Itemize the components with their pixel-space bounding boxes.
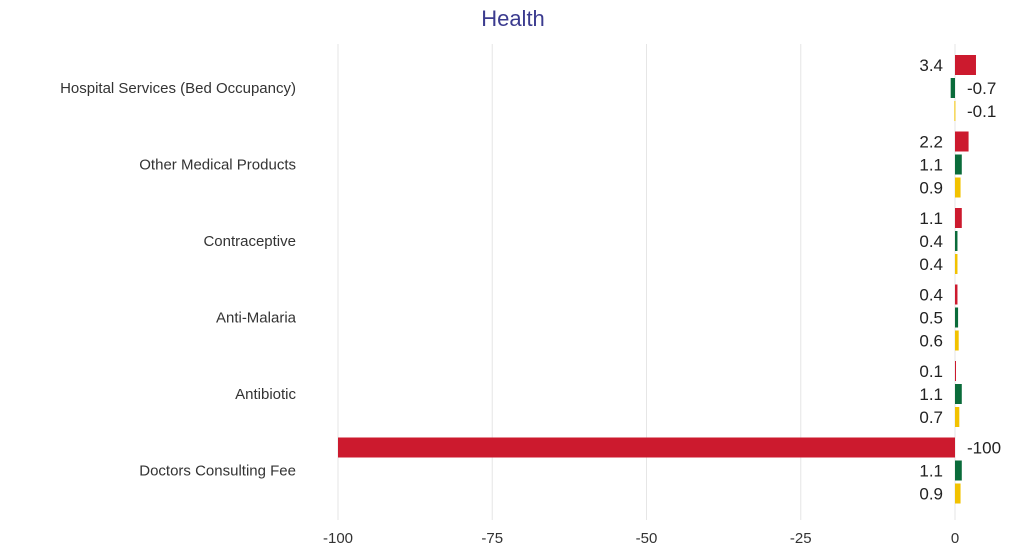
- data-label: -100: [967, 439, 1001, 458]
- data-label: 0.4: [919, 286, 943, 305]
- data-label: 1.1: [919, 156, 943, 175]
- category-label: Other Medical Products: [139, 157, 296, 174]
- x-tick-label: -50: [636, 530, 658, 547]
- bar: [955, 330, 959, 351]
- bar: [955, 384, 962, 404]
- category-label: Doctors Consulting Fee: [139, 463, 296, 480]
- bar: [955, 307, 959, 328]
- data-label: 0.6: [919, 332, 943, 351]
- x-tick-label: -100: [323, 530, 353, 547]
- bar: [955, 177, 961, 198]
- data-label: 0.1: [919, 362, 943, 381]
- data-label: -0.1: [967, 102, 996, 121]
- bar: [955, 460, 962, 481]
- data-label: 1.1: [919, 462, 943, 481]
- data-label: 0.9: [919, 179, 943, 198]
- bar: [955, 483, 961, 504]
- x-tick-label: -25: [790, 530, 812, 547]
- bar: [955, 407, 960, 427]
- category-label: Hospital Services (Bed Occupancy): [60, 80, 296, 97]
- bar: [954, 101, 956, 121]
- data-label: 0.4: [919, 255, 943, 274]
- data-label: 3.4: [919, 56, 943, 75]
- bar: [955, 131, 969, 152]
- category-label: Anti-Malaria: [216, 310, 297, 327]
- data-label: 0.5: [919, 309, 943, 328]
- data-label: 1.1: [919, 385, 943, 404]
- bar: [955, 254, 958, 274]
- bar: [955, 231, 958, 251]
- bar: [955, 55, 976, 75]
- x-tick-label: 0: [951, 530, 959, 547]
- bar: [950, 78, 955, 98]
- data-label: 0.9: [919, 485, 943, 504]
- bar: [338, 437, 955, 458]
- category-label: Contraceptive: [203, 233, 296, 250]
- chart-title: Health: [481, 6, 545, 31]
- bar: [955, 284, 958, 305]
- x-tick-label: -75: [481, 530, 503, 547]
- bar: [955, 154, 962, 175]
- category-label: Antibiotic: [235, 386, 296, 403]
- data-label: 2.2: [919, 133, 943, 152]
- data-label: 0.4: [919, 232, 943, 251]
- data-label: -0.7: [967, 79, 996, 98]
- data-label: 1.1: [919, 209, 943, 228]
- bar: [955, 208, 962, 228]
- bar: [955, 361, 956, 381]
- data-label: 0.7: [919, 408, 943, 427]
